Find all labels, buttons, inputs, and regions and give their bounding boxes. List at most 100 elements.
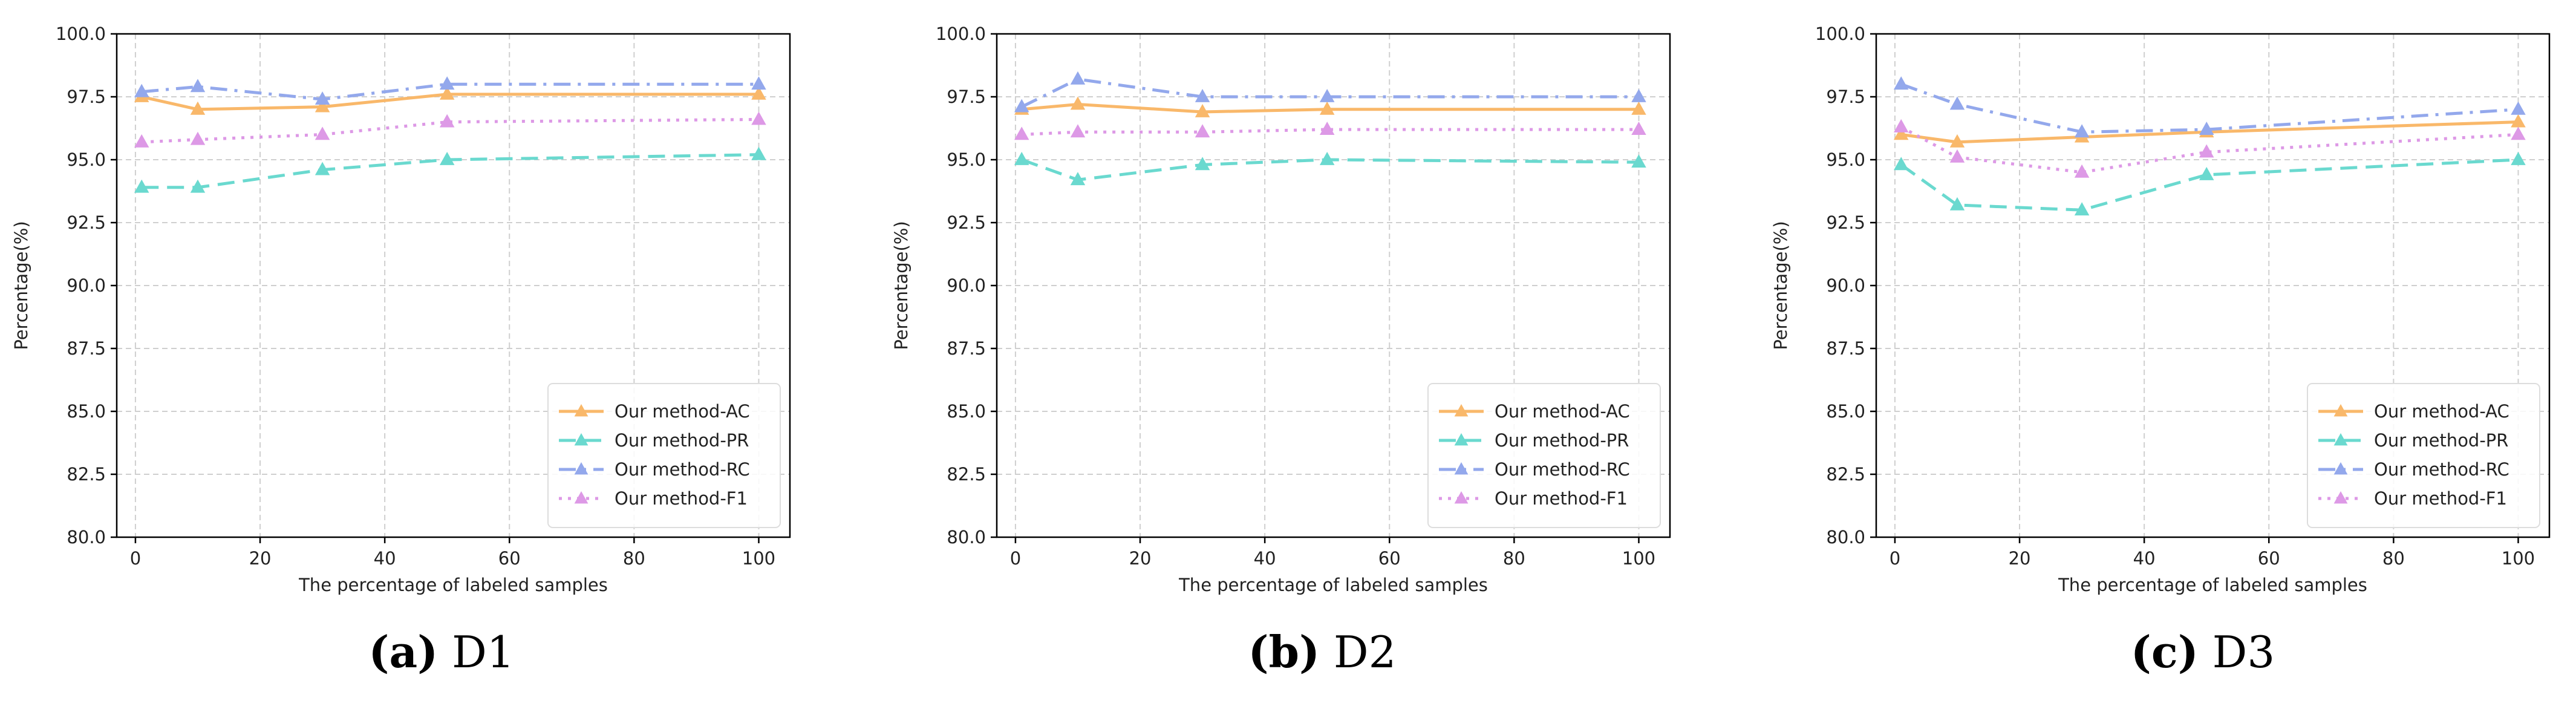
data-point [1319,151,1335,165]
legend-swatch-marker [574,491,589,504]
data-point [315,99,330,113]
legend-box [2307,383,2540,528]
caption-a-text: D1 [452,627,515,678]
y-tick-label: 100.0 [936,24,986,44]
data-point [2199,166,2214,180]
y-tick-label: 80.0 [1826,527,1865,547]
legend-label: Our method-PR [615,430,749,451]
data-point [1631,122,1646,135]
data-point [1319,88,1335,102]
x-tick-label: 60 [1378,548,1401,569]
data-point [2199,144,2214,158]
x-tick-label: 100 [1622,548,1655,569]
data-point [190,179,206,193]
y-tick-label: 85.0 [67,401,106,422]
y-tick-label: 92.5 [947,212,986,233]
data-point [2074,124,2090,138]
series-line-4 [142,117,759,144]
legend-swatch-marker [2333,462,2348,475]
data-point [190,101,206,115]
legend-swatch-marker [574,433,589,446]
y-tick-label: 85.0 [1826,401,1865,422]
x-axis-label: The percentage of labeled samples [298,575,608,595]
data-point [1949,197,1965,211]
data-point [439,114,455,128]
data-point [134,83,149,97]
legend-label: Our method-PR [1495,430,1629,451]
y-tick-label: 92.5 [67,212,106,233]
chart-panel-d3: 0 20 40 60 80 100 80.0 82.5 85.0 87.5 90.0 92.5 95.0… [1770,24,2551,595]
caption-c-text: D3 [2212,627,2275,678]
data-point [1949,134,1965,148]
data-point [1893,76,1909,90]
legend-box [547,383,781,528]
data-point [1070,96,1086,110]
legend-swatch-marker [1454,462,1469,475]
data-point [751,86,766,100]
y-tick-label: 90.0 [947,275,986,296]
legend-label: Our method-RC [615,459,750,480]
data-point [1949,149,1965,163]
caption-a: (a) D1 [260,626,623,678]
y-tick-label: 95.0 [947,149,986,170]
y-axis-label: Percentage(%) [1770,221,1791,350]
legend-swatch-marker [2333,404,2348,417]
data-point [1014,99,1029,113]
data-point [2199,122,2214,135]
data-point [1631,154,1646,168]
caption-b: (b) D2 [1141,626,1504,678]
data-point [134,134,149,148]
data-point [1195,124,1210,138]
y-tick-label: 95.0 [67,149,106,170]
y-tick-label: 82.5 [1826,464,1865,485]
legend-swatch-marker [574,462,589,475]
series-line-4 [1900,125,2519,174]
x-tick-label: 100 [742,548,775,569]
data-point [1070,71,1086,85]
caption-c: (c) D3 [2021,626,2384,678]
data-point [1631,101,1646,115]
caption-a-letter: (a) [368,626,439,678]
data-point [439,86,455,100]
y-tick-label: 85.0 [947,401,986,422]
data-point [1014,126,1029,140]
data-point [1893,157,1909,171]
legend-label: Our method-RC [1495,459,1630,480]
y-tick-label: 100.0 [1815,24,1865,44]
y-tick-label: 97.5 [947,87,986,107]
x-tick-label: 0 [1010,548,1021,569]
data-point [2511,101,2526,115]
legend-label: Our method-PR [2374,430,2508,451]
data-point [315,91,330,105]
series-line-4 [1022,128,1639,136]
y-tick-label: 80.0 [947,527,986,547]
x-tick-label: 80 [1503,548,1525,569]
data-point [1893,126,1909,140]
data-point [1893,119,1909,132]
legend-swatch-marker [1454,491,1469,504]
legend-label: Our method-F1 [615,488,748,509]
data-point [751,111,766,125]
x-tick-label: 20 [1129,548,1152,569]
data-point [1195,157,1210,171]
x-tick-label: 80 [623,548,645,569]
data-point [1070,172,1086,186]
legend-swatch-marker [2333,491,2348,504]
x-tick-label: 20 [2009,548,2031,569]
series-line-2 [1900,158,2519,212]
x-tick-label: 40 [2133,548,2156,569]
data-point [315,126,330,140]
legend-box [1427,383,1661,528]
caption-c-letter: (c) [2130,626,2199,678]
x-axis-label: The percentage of labeled samples [1178,575,1488,595]
data-point [2511,126,2526,140]
y-tick-label: 97.5 [1826,87,1865,107]
data-point [190,79,206,93]
caption-b-letter: (b) [1248,626,1320,678]
data-point [315,162,330,175]
y-tick-label: 97.5 [67,87,106,107]
x-tick-label: 80 [2382,548,2405,569]
data-point [2074,164,2090,178]
y-tick-label: 95.0 [1826,149,1865,170]
